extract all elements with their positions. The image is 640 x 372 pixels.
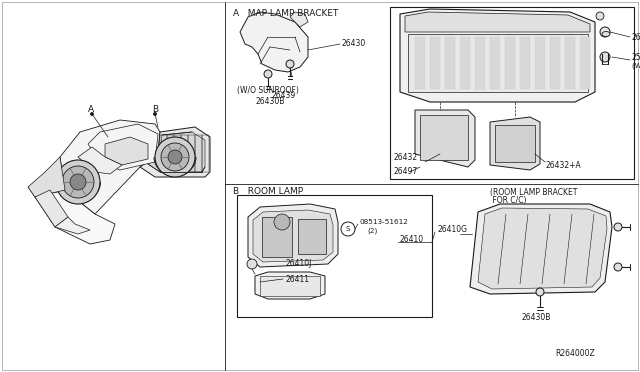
Text: 26430B: 26430B [522, 312, 552, 321]
Polygon shape [478, 208, 607, 289]
Text: B: B [152, 106, 158, 115]
Circle shape [56, 160, 100, 204]
Bar [490, 37, 500, 89]
Polygon shape [105, 137, 148, 165]
Text: R264000Z: R264000Z [555, 350, 595, 359]
Bar [390, 7, 634, 179]
Text: 26411: 26411 [285, 275, 309, 283]
Circle shape [536, 288, 544, 296]
Circle shape [154, 112, 157, 115]
Bar [580, 37, 590, 89]
Bar [520, 37, 530, 89]
Text: 26430: 26430 [342, 39, 366, 48]
Text: 26439: 26439 [272, 92, 296, 100]
Bar [495, 125, 535, 162]
Polygon shape [400, 9, 595, 102]
Circle shape [286, 60, 294, 68]
Polygon shape [55, 217, 90, 234]
Circle shape [264, 70, 272, 78]
Text: A: A [88, 106, 94, 115]
Text: FOR C/C): FOR C/C) [490, 196, 527, 205]
Bar [420, 115, 468, 160]
Bar [565, 37, 575, 89]
Circle shape [155, 137, 195, 177]
Polygon shape [88, 124, 158, 170]
Polygon shape [28, 157, 65, 197]
Bar [475, 37, 485, 89]
Bar [550, 37, 560, 89]
Text: 25450: 25450 [632, 54, 640, 62]
Polygon shape [28, 182, 70, 197]
Text: 26410G: 26410G [438, 225, 468, 234]
Circle shape [62, 166, 94, 198]
Circle shape [161, 143, 189, 171]
Polygon shape [405, 12, 590, 32]
Bar [535, 37, 545, 89]
Polygon shape [415, 110, 475, 167]
Bar [430, 37, 440, 89]
Polygon shape [290, 12, 308, 27]
Text: (2): (2) [367, 228, 377, 234]
Bar [415, 37, 425, 89]
Circle shape [70, 174, 86, 190]
Polygon shape [240, 12, 308, 72]
Circle shape [90, 112, 93, 115]
Polygon shape [35, 190, 115, 244]
Circle shape [168, 150, 182, 164]
Circle shape [600, 27, 610, 37]
Polygon shape [78, 127, 160, 172]
Text: (W/O SUNROOF): (W/O SUNROOF) [237, 86, 299, 94]
Text: S: S [346, 226, 350, 232]
Text: 26432: 26432 [393, 153, 417, 161]
Text: (ROOM LAMP BRACKET: (ROOM LAMP BRACKET [490, 187, 577, 196]
Polygon shape [470, 204, 612, 294]
Circle shape [274, 214, 290, 230]
Polygon shape [78, 147, 122, 174]
Polygon shape [248, 204, 338, 267]
Text: 26497: 26497 [393, 167, 417, 176]
Text: 26430B: 26430B [255, 97, 284, 106]
Polygon shape [35, 190, 68, 227]
Bar [298, 219, 326, 254]
Polygon shape [253, 210, 333, 262]
Bar [237, 195, 432, 317]
Circle shape [614, 263, 622, 271]
Circle shape [614, 223, 622, 231]
Text: (W/ SUNROOF): (W/ SUNROOF) [632, 63, 640, 69]
Bar [460, 37, 470, 89]
Polygon shape [60, 120, 160, 214]
Text: 26432+A: 26432+A [546, 160, 582, 170]
Circle shape [247, 259, 257, 269]
Text: 26410J: 26410J [285, 259, 312, 267]
Text: 26410J: 26410J [632, 32, 640, 42]
Polygon shape [255, 272, 325, 299]
Text: B   ROOM LAMP: B ROOM LAMP [233, 187, 303, 196]
Bar [260, 276, 320, 296]
Polygon shape [490, 117, 540, 170]
Ellipse shape [602, 32, 610, 36]
Text: A   MAP LAMP BRACKET: A MAP LAMP BRACKET [233, 10, 339, 19]
Bar [262, 217, 292, 257]
Bar [505, 37, 515, 89]
Circle shape [600, 52, 610, 62]
Text: 26410: 26410 [400, 234, 424, 244]
Polygon shape [408, 34, 588, 92]
Bar [445, 37, 455, 89]
Text: 08513-51612: 08513-51612 [360, 219, 409, 225]
Circle shape [596, 12, 604, 20]
Polygon shape [140, 127, 210, 177]
Polygon shape [148, 132, 205, 172]
